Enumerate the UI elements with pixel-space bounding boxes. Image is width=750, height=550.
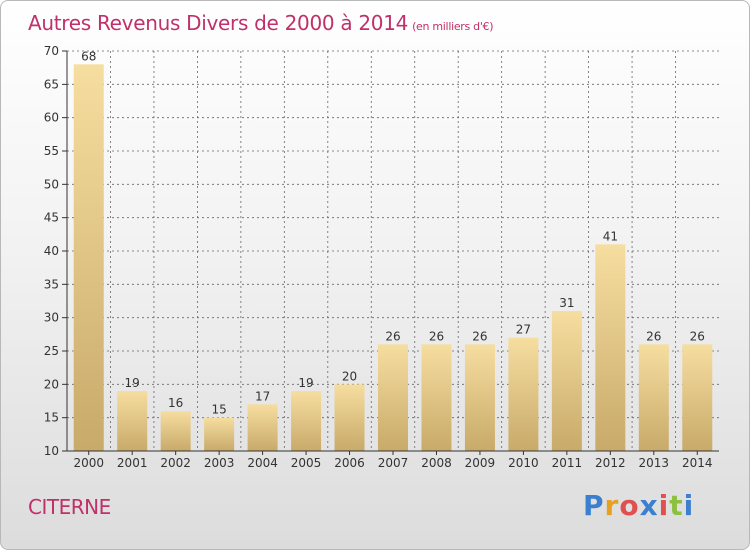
- bar-2000: [73, 64, 104, 452]
- chart-title: Autres Revenus Divers de 2000 à 2014 (en …: [28, 11, 494, 35]
- y-tick-label: 65: [44, 77, 59, 91]
- x-tick-label-2003: 2003: [204, 456, 235, 470]
- bars: [73, 64, 713, 452]
- logo-letter: t: [669, 489, 684, 522]
- logo-letter: P: [583, 489, 605, 522]
- data-label-2008: 26: [429, 329, 444, 343]
- bar-2002: [160, 411, 191, 451]
- bar-2010: [508, 337, 539, 451]
- x-tick-label-2005: 2005: [291, 456, 322, 470]
- chart-subtitle: (en milliers d'€): [412, 20, 494, 33]
- bar-2003: [204, 417, 235, 451]
- y-tick-label: 60: [44, 111, 59, 125]
- x-tick-label-2002: 2002: [160, 456, 191, 470]
- x-tick-label-2011: 2011: [552, 456, 583, 470]
- data-label-2012: 41: [603, 229, 618, 243]
- data-label-2007: 26: [385, 329, 400, 343]
- y-tick-label: 15: [44, 411, 59, 425]
- x-tick-label-2006: 2006: [334, 456, 365, 470]
- axes: [62, 50, 719, 455]
- x-tick-label-2004: 2004: [247, 456, 278, 470]
- x-tick-label-2001: 2001: [117, 456, 148, 470]
- commune-name: CITERNE: [28, 495, 111, 519]
- y-tick-label: 35: [44, 277, 59, 291]
- logo-letter: o: [619, 489, 640, 522]
- bar-2009: [464, 344, 495, 451]
- bar-2014: [682, 344, 713, 451]
- data-label-2005: 19: [298, 376, 313, 390]
- bar-2004: [247, 404, 278, 451]
- x-tick-label-2010: 2010: [508, 456, 539, 470]
- x-tick-label-2013: 2013: [639, 456, 670, 470]
- logo-letter: x: [639, 489, 659, 522]
- data-label-2011: 31: [559, 296, 574, 310]
- data-label-2010: 27: [516, 323, 531, 337]
- x-tick-label-2008: 2008: [421, 456, 452, 470]
- data-label-2009: 26: [472, 329, 487, 343]
- bar-2013: [638, 344, 669, 451]
- x-tick-label-2014: 2014: [682, 456, 713, 470]
- data-label-2014: 26: [690, 329, 705, 343]
- y-tick-label: 50: [44, 177, 59, 191]
- labels: 10 15 20 25 30 35 40 45 50 55 60 65 70 68 2000 19 2001 16…: [44, 44, 713, 470]
- bar-2001: [117, 391, 148, 451]
- data-label-2004: 17: [255, 389, 270, 403]
- x-tick-label-2000: 2000: [73, 456, 104, 470]
- data-label-2001: 19: [125, 376, 140, 390]
- y-tick-label: 45: [44, 211, 59, 225]
- x-tick-label-2009: 2009: [465, 456, 496, 470]
- x-tick-label-2007: 2007: [378, 456, 409, 470]
- y-tick-label: 55: [44, 144, 59, 158]
- bar-2007: [378, 344, 408, 451]
- y-tick-label: 40: [44, 244, 59, 258]
- bar-2011: [551, 311, 582, 451]
- bar-2005: [291, 391, 322, 451]
- data-label-2002: 16: [168, 396, 183, 410]
- bar-2012: [595, 244, 626, 451]
- y-tick-label: 20: [44, 377, 59, 391]
- bar-2006: [334, 384, 365, 451]
- x-tick-label-2012: 2012: [595, 456, 626, 470]
- y-tick-label: 25: [44, 344, 59, 358]
- y-tick-label: 70: [44, 44, 59, 58]
- y-tick-label: 30: [44, 311, 59, 325]
- logo-letter: i: [658, 489, 670, 522]
- data-label-2006: 20: [342, 369, 357, 383]
- y-tick-label: 10: [44, 444, 59, 458]
- chart-title-text: Autres Revenus Divers de 2000 à 2014: [28, 11, 409, 35]
- bar-2008: [421, 344, 452, 451]
- logo-letter: r: [604, 489, 620, 522]
- logo-letter: i: [683, 489, 695, 522]
- proxiti-logo: Proxiti: [583, 489, 694, 522]
- data-label-2013: 26: [646, 329, 661, 343]
- data-label-2000: 68: [81, 49, 96, 63]
- data-label-2003: 15: [211, 403, 226, 417]
